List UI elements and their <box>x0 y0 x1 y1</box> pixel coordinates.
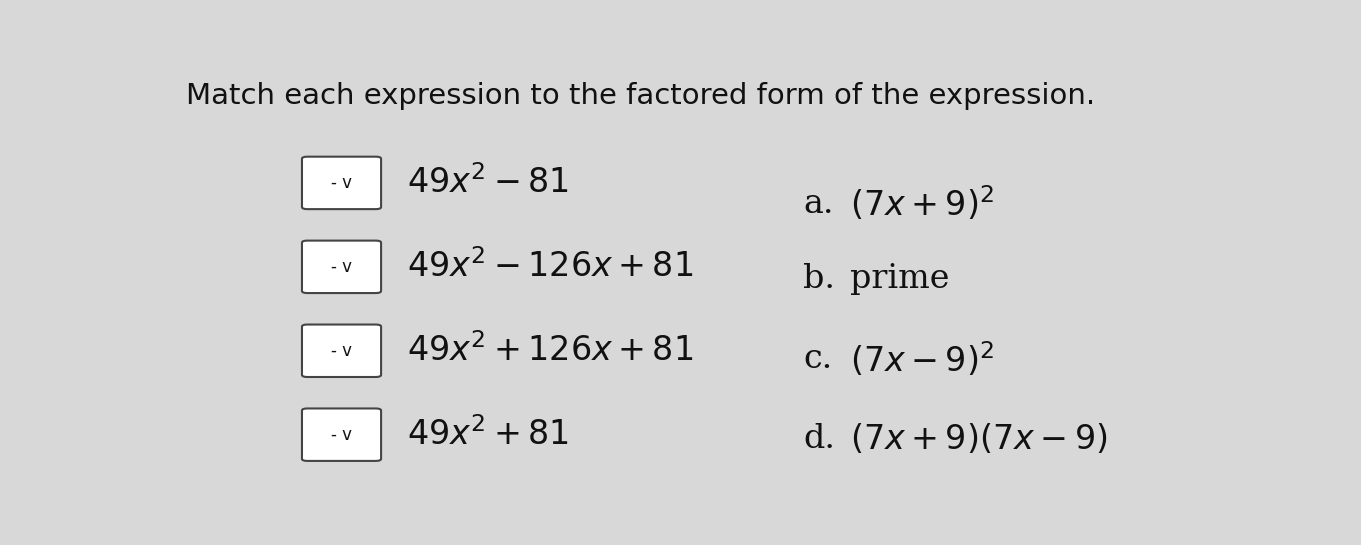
Text: $49x^2 + 126x + 81$: $49x^2 + 126x + 81$ <box>407 334 694 368</box>
Text: $(7x - 9)^2$: $(7x - 9)^2$ <box>851 340 995 379</box>
Text: - v: - v <box>331 342 352 360</box>
Text: $49x^2 - 126x + 81$: $49x^2 - 126x + 81$ <box>407 250 694 284</box>
FancyBboxPatch shape <box>302 324 381 377</box>
Text: - v: - v <box>331 426 352 444</box>
Text: b.: b. <box>803 263 836 295</box>
Text: prime: prime <box>851 263 950 295</box>
Text: $49x^2 + 81$: $49x^2 + 81$ <box>407 417 569 452</box>
Text: $49x^2 - 81$: $49x^2 - 81$ <box>407 166 569 201</box>
FancyBboxPatch shape <box>302 156 381 209</box>
Text: c.: c. <box>803 343 832 375</box>
Text: d.: d. <box>803 423 836 455</box>
Text: a.: a. <box>803 188 833 220</box>
Text: $(7x + 9)^2$: $(7x + 9)^2$ <box>851 185 995 223</box>
Text: - v: - v <box>331 174 352 192</box>
Text: $(7x + 9)(7x - 9)$: $(7x + 9)(7x - 9)$ <box>851 422 1108 456</box>
FancyBboxPatch shape <box>302 408 381 461</box>
Text: - v: - v <box>331 258 352 276</box>
Text: Match each expression to the factored form of the expression.: Match each expression to the factored fo… <box>186 82 1096 110</box>
FancyBboxPatch shape <box>302 240 381 293</box>
